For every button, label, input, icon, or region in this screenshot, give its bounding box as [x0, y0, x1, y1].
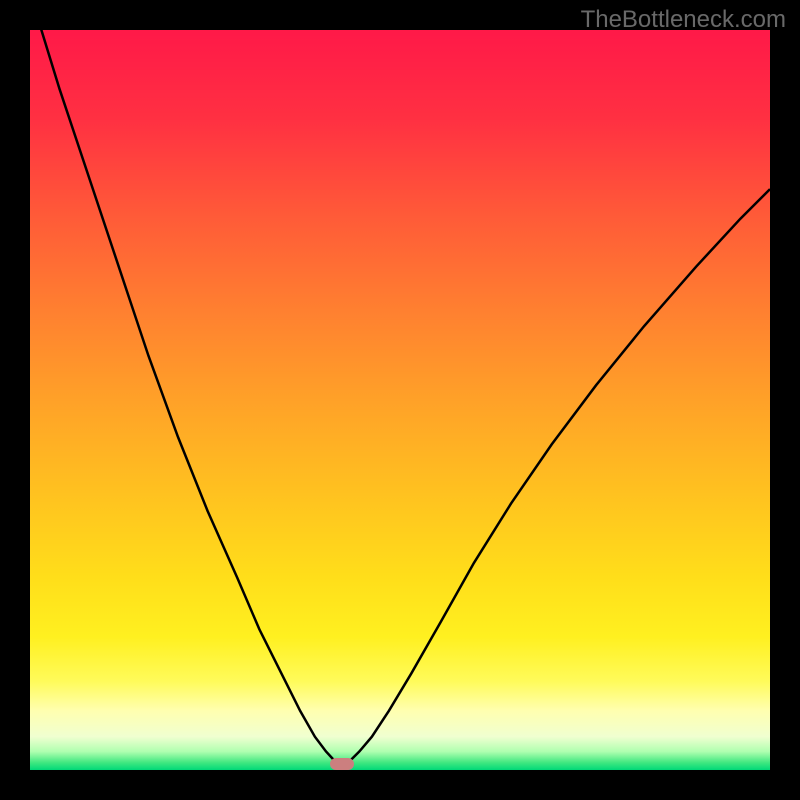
watermark-text: TheBottleneck.com: [581, 6, 786, 34]
plot-area: [30, 30, 770, 770]
minimum-marker: [330, 758, 354, 770]
bottleneck-curve: [30, 30, 770, 770]
